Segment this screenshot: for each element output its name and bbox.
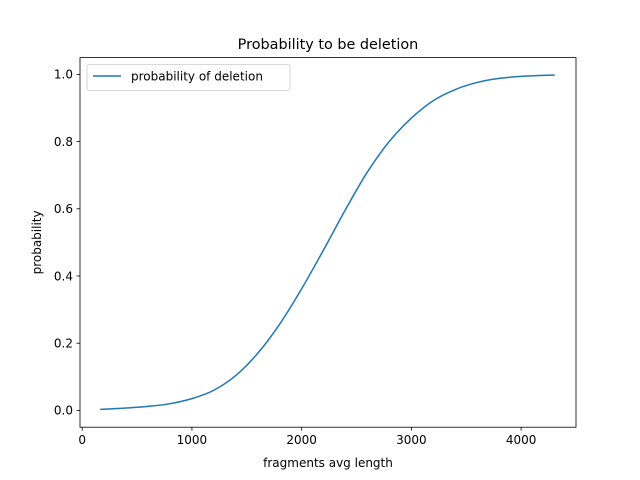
chart-title: Probability to be deletion — [238, 37, 419, 53]
plot-area — [100, 74, 555, 411]
x-axis-label: fragments avg length — [263, 456, 393, 470]
y-tick-label: 0.0 — [54, 404, 73, 418]
y-axis-label: probability — [30, 210, 44, 274]
axes-frame — [79, 57, 577, 428]
legend-label: probability of deletion — [131, 70, 263, 84]
y-tick-label: 0.8 — [54, 135, 73, 149]
x-tick-label: 2000 — [286, 433, 317, 447]
y-tick-label: 0.4 — [54, 269, 73, 283]
series-line — [100, 74, 555, 411]
y-tick-label: 1.0 — [54, 68, 73, 82]
axis-ticks: 0 1000 2000 3000 4000 0.0 0.2 0.4 0.6 0.8 1.0 — [54, 68, 536, 448]
y-tick-label: 0.2 — [54, 337, 73, 351]
legend-box — [86, 64, 291, 91]
x-tick-label: 4000 — [506, 433, 537, 447]
x-tick-label: 1000 — [177, 433, 208, 447]
x-tick-label: 3000 — [396, 433, 427, 447]
legend: probability of deletion — [86, 64, 291, 91]
y-tick-label: 0.6 — [54, 202, 73, 216]
x-tick-label: 0 — [78, 433, 86, 447]
